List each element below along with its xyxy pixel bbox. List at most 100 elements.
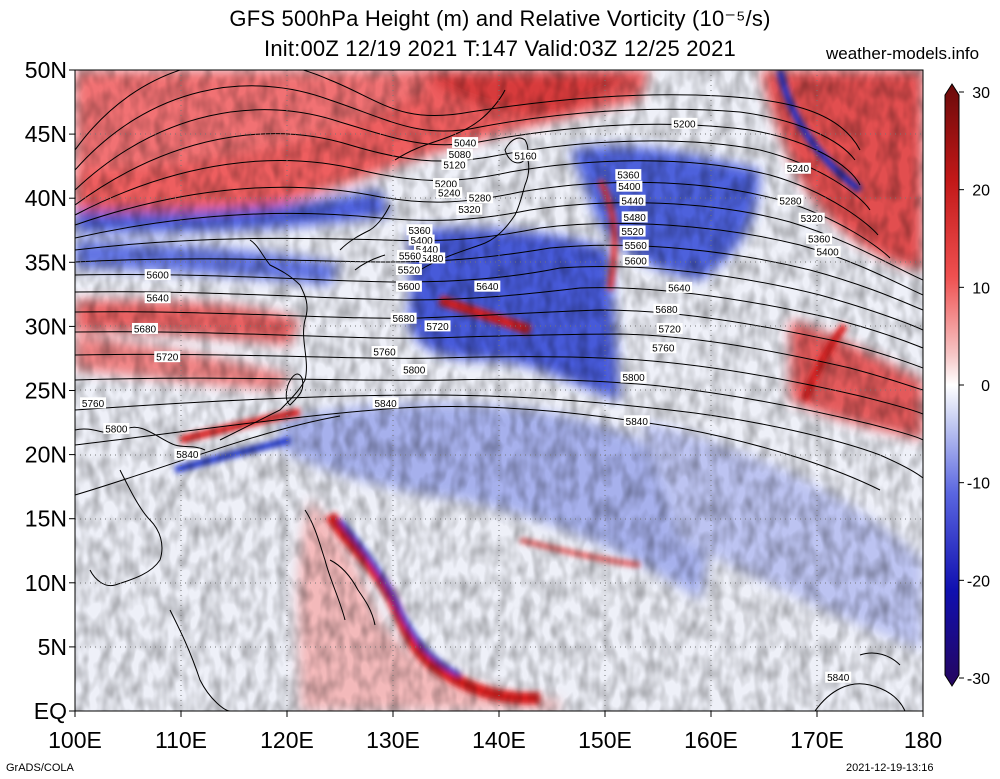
contour-label: 5680	[390, 312, 417, 325]
lat-tick-label: 30N	[25, 313, 67, 339]
contour-label-bg	[512, 149, 539, 161]
colorbar-tick-label: 30	[972, 85, 990, 102]
contour-label-text: 5720	[156, 353, 179, 364]
contour-label-bg	[433, 178, 459, 190]
contour-label: 5600	[144, 269, 171, 282]
contour-label-text: 5760	[652, 344, 675, 355]
contour-label: 5680	[131, 322, 158, 335]
lon-tick-label: 130E	[366, 727, 420, 753]
contour-label: 5840	[372, 397, 399, 410]
contour-label-text: 5800	[622, 373, 645, 384]
contour-label-bg	[408, 234, 435, 246]
contour-label: 5720	[656, 322, 683, 335]
contour-label-bg	[620, 371, 647, 383]
contour-label: 5400	[814, 246, 841, 259]
contour-label-text: 5200	[673, 119, 696, 130]
contour-label-text: 5560	[399, 251, 422, 262]
colorbar-tick-label: 10	[972, 280, 990, 297]
contour-label-bg	[650, 342, 677, 354]
contour-label-text: 5400	[618, 182, 641, 193]
contour-label-text: 5840	[626, 417, 649, 428]
lat-tick-label: EQ	[34, 698, 67, 724]
contour-label-bg	[623, 415, 650, 427]
contour-label: 5840	[825, 671, 852, 684]
contour-label-text: 5680	[392, 314, 415, 325]
height-contours	[75, 70, 923, 711]
contour-label-bg	[80, 397, 107, 409]
contour-label-bg	[419, 252, 446, 264]
contour-label-bg	[777, 194, 804, 206]
contour-label-bg	[154, 351, 181, 363]
contour-label: 5360	[406, 224, 433, 237]
contour-label-text: 5240	[787, 164, 810, 175]
contour-label: 5360	[615, 169, 642, 182]
contour-label-bg	[406, 224, 433, 236]
contour-label: 5280	[466, 192, 493, 205]
contour-label: 5640	[144, 292, 171, 305]
contour-label: 5720	[424, 320, 451, 333]
contour-label: 5800	[620, 371, 647, 384]
coastlines	[75, 89, 901, 711]
contour-label-bg	[474, 280, 501, 292]
map-axes: 100E 110E 120E 130E 140E 150E 160E 170E 180 50N 45…	[25, 57, 942, 753]
contour-label-text: 5520	[621, 227, 644, 238]
contour-label-bg	[656, 322, 683, 334]
contour-label-text: 5840	[827, 673, 850, 684]
contour-label-bg	[446, 148, 473, 160]
contour-label: 5280	[777, 194, 804, 207]
map-plot-area: 5200524052805320536054005040508051205160…	[75, 70, 923, 711]
footer-software-credit: GrADS/COLA	[6, 762, 74, 774]
contour-label-text: 5400	[816, 248, 839, 259]
contour-label-text: 5320	[458, 205, 481, 216]
contour-label-bg	[396, 249, 423, 261]
contour-label: 5240	[436, 187, 463, 200]
contour-label-bg	[131, 322, 158, 334]
contour-label-text: 5160	[514, 151, 537, 162]
contour-label: 5440	[413, 243, 440, 256]
contour-label-text: 5400	[410, 236, 433, 247]
contour-label-bg	[103, 422, 130, 434]
contour-label-bg	[615, 169, 642, 181]
lat-tick-label: 5N	[38, 634, 67, 660]
contour-label-bg	[372, 397, 399, 409]
contour-label-bg	[424, 320, 451, 332]
lon-tick-label: 150E	[578, 727, 632, 753]
contour-label-text: 5520	[398, 265, 421, 276]
contour-label: 5320	[798, 212, 825, 225]
contour-label: 5520	[619, 225, 646, 238]
colorbar-tick-label: -10	[967, 476, 990, 493]
contour-label-text: 5760	[373, 348, 396, 359]
contour-label: 5760	[80, 397, 107, 410]
colorbar-tick-label: -20	[967, 573, 990, 590]
colorbar-ticks: 30 20 10 0 -10 -20 -30	[959, 85, 990, 688]
contour-label: 5480	[419, 252, 446, 265]
lat-tick-label: 35N	[25, 249, 67, 275]
contour-label-bg	[784, 162, 811, 174]
contour-label: 5760	[371, 346, 398, 359]
contour-label-text: 5640	[476, 282, 499, 293]
contour-label-text: 5360	[808, 235, 831, 246]
contour-label: 5160	[512, 149, 539, 162]
contour-label-bg	[806, 233, 833, 245]
contour-label: 5200	[433, 178, 459, 191]
lon-tick-label: 110E	[155, 727, 207, 753]
contour-label-bg	[395, 263, 422, 275]
contour-label-bg	[666, 281, 693, 293]
latlon-grid	[75, 70, 923, 711]
lon-tick-label: 140E	[472, 727, 526, 753]
lat-tick-label: 15N	[25, 506, 67, 532]
contour-label-text: 5720	[659, 324, 682, 335]
contour-label-text: 5760	[82, 399, 105, 410]
contour-label-text: 5480	[624, 213, 647, 224]
contour-label: 5120	[441, 158, 468, 171]
lon-tick-label: 160E	[684, 727, 738, 753]
contour-label: 5800	[401, 363, 428, 376]
contour-label: 5640	[474, 280, 501, 293]
lat-tick-label: 20N	[25, 442, 67, 468]
footer-timestamp: 2021-12-19-13:16	[846, 762, 934, 774]
contour-label-bg	[814, 246, 841, 258]
contour-label-text: 5360	[408, 226, 431, 237]
contour-label-text: 5840	[374, 399, 397, 410]
contour-label: 5760	[650, 342, 677, 355]
